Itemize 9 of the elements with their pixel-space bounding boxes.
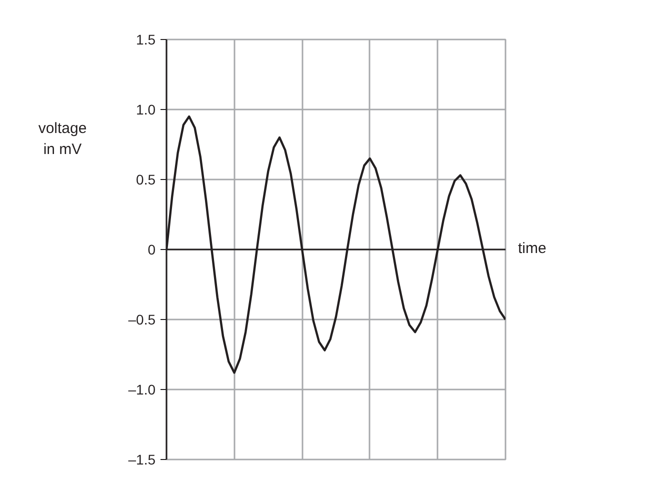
y-axis-title: voltage in mV bbox=[38, 119, 87, 160]
y-tick-label: –0.5 bbox=[128, 312, 156, 328]
y-tick-label: 0 bbox=[148, 242, 156, 258]
y-tick-label: –1.5 bbox=[128, 452, 156, 468]
y-tick-label: 1.5 bbox=[136, 32, 156, 48]
y-tick-label: 0.5 bbox=[136, 172, 156, 188]
x-axis-title: time bbox=[518, 239, 546, 259]
y-tick-label: 1.0 bbox=[136, 102, 156, 118]
y-tick-label: –1.0 bbox=[128, 382, 156, 398]
